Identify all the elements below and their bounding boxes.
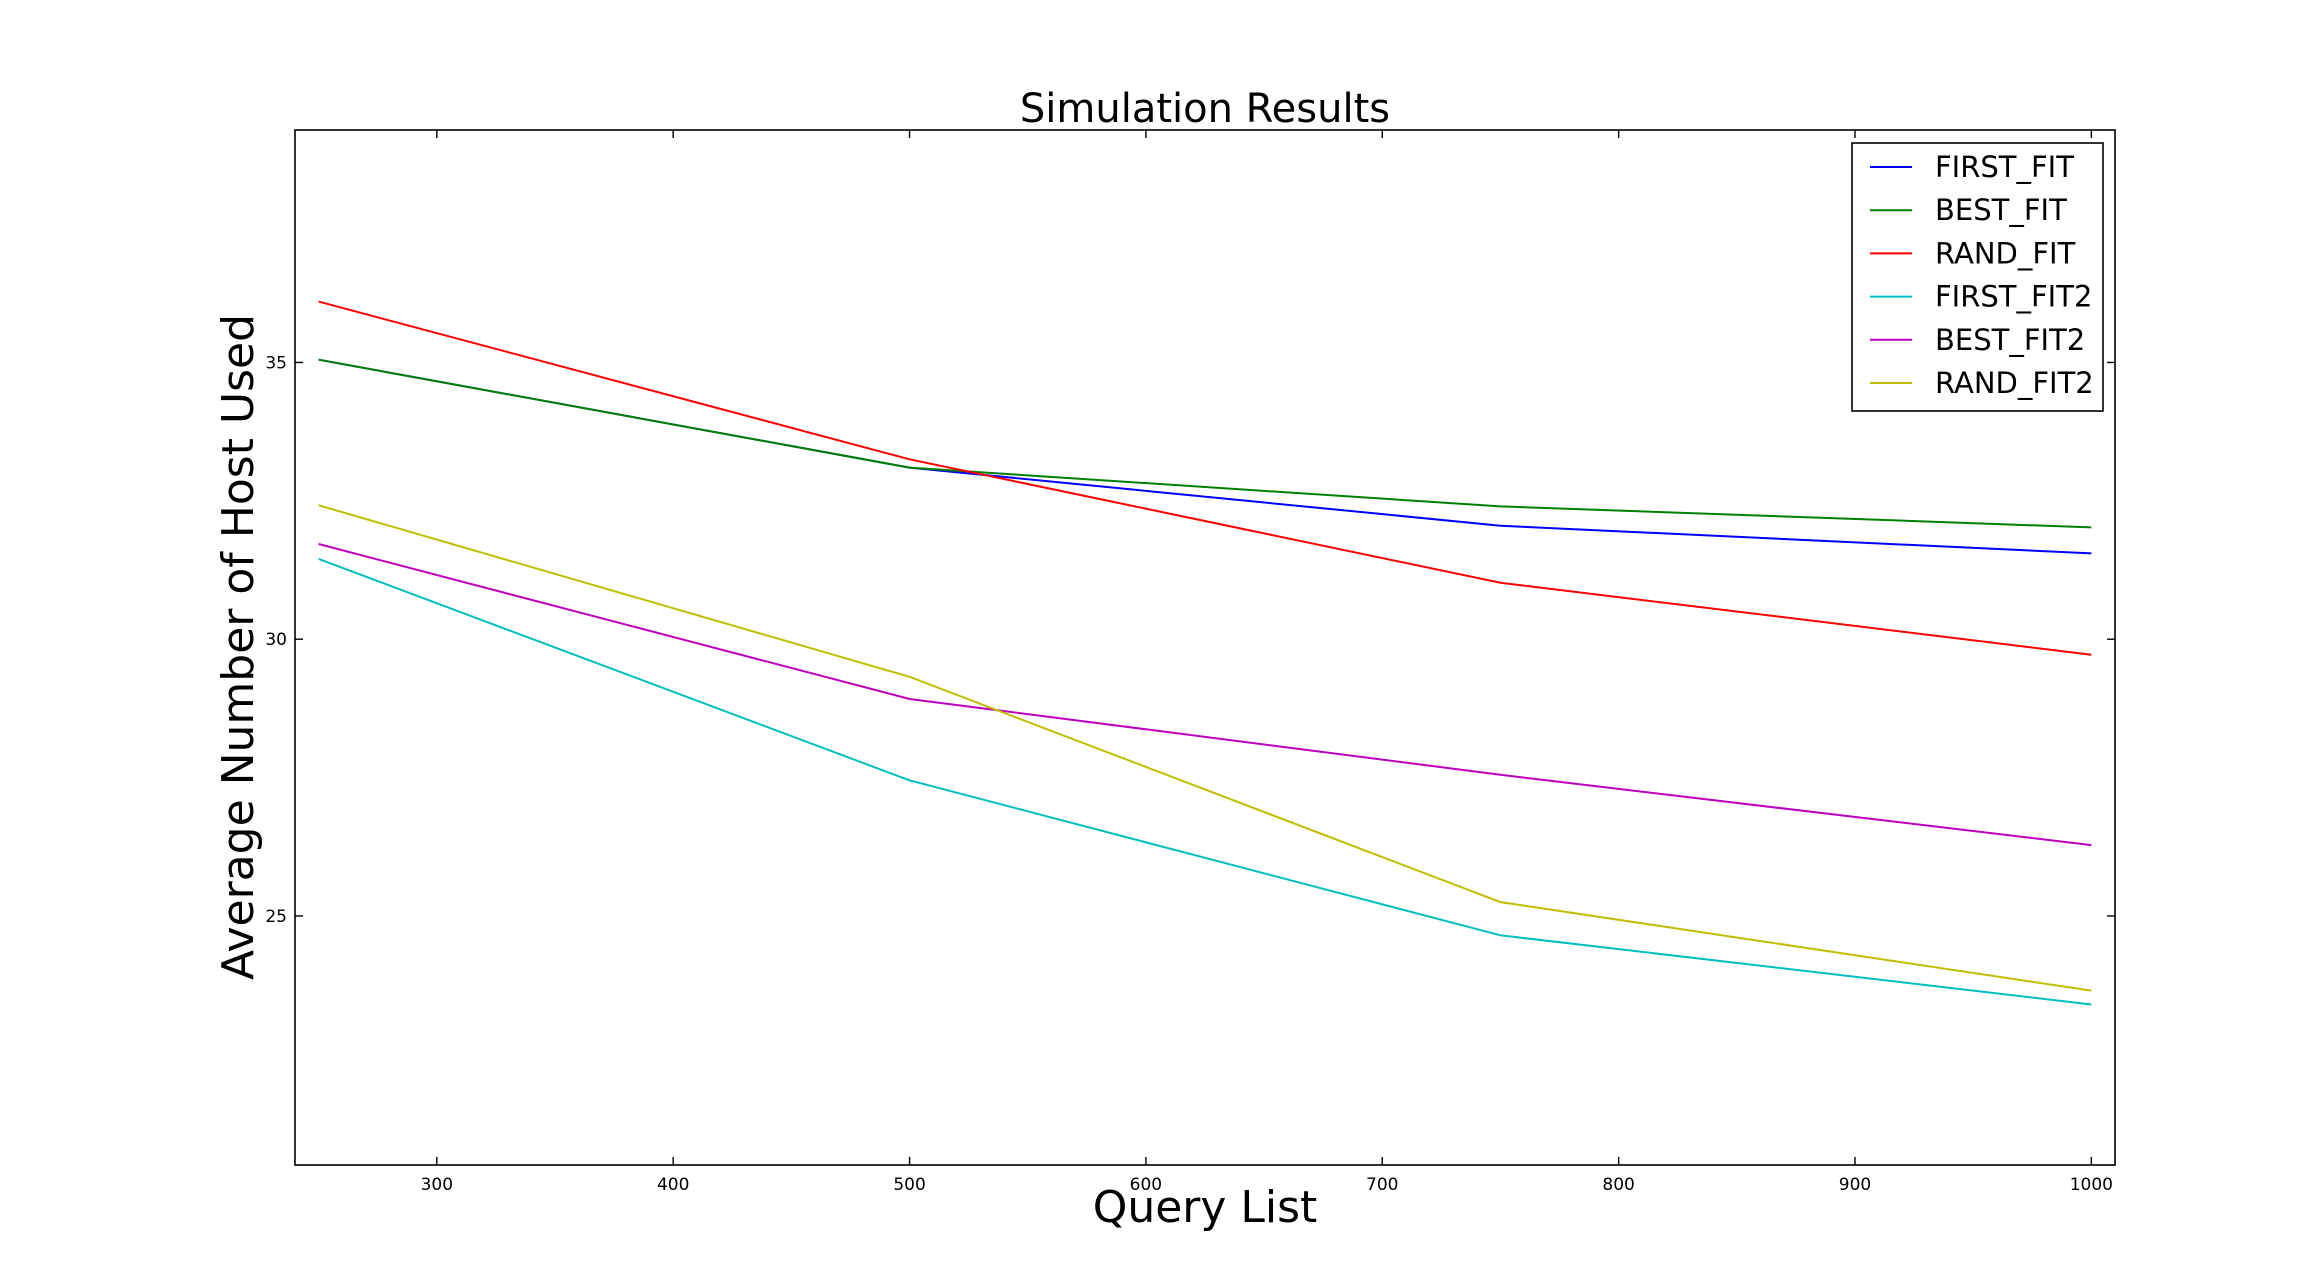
x-tick-label: 1000 xyxy=(2070,1175,2113,1195)
chart-title: Simulation Results xyxy=(1020,86,1390,132)
x-tick-label: 800 xyxy=(1602,1175,1634,1195)
y-axis-title: Average Number of Host Used xyxy=(213,314,264,980)
legend-label-first-fit2: FIRST_FIT2 xyxy=(1935,280,2092,314)
legend-label-best-fit: BEST_FIT xyxy=(1935,193,2067,227)
x-tick-label: 500 xyxy=(893,1175,925,1195)
series-layer xyxy=(318,300,2092,1006)
x-tick-label: 600 xyxy=(1130,1175,1162,1195)
plot-area xyxy=(295,130,2115,1165)
legend-box xyxy=(1851,142,2104,412)
x-tick-label: 400 xyxy=(657,1175,689,1195)
plot-frame xyxy=(294,129,2116,1166)
x-tick-label: 700 xyxy=(1366,1175,1398,1195)
x-axis-title: Query List xyxy=(1093,1182,1318,1233)
series-line-best-fit xyxy=(318,358,2092,529)
legend: FIRST_FIT BEST_FIT RAND_FIT FIRST_FIT2 BEST_… xyxy=(1851,142,2104,412)
y-tick-label: 35 xyxy=(265,353,287,373)
series-line-rand-fit xyxy=(318,300,2092,656)
tick-layer: 300 400 500 600 700 800 900 1000 25 30 35 xyxy=(265,130,2115,1195)
legend-label-first-fit: FIRST_FIT xyxy=(1935,150,2074,184)
y-tick-label: 25 xyxy=(265,907,287,927)
y-tick-label: 30 xyxy=(265,630,287,650)
legend-label-rand-fit2: RAND_FIT2 xyxy=(1935,366,2094,400)
legend-label-best-fit2: BEST_FIT2 xyxy=(1935,323,2085,357)
series-line-first-fit2 xyxy=(318,558,2092,1006)
x-tick-label: 900 xyxy=(1839,1175,1871,1195)
legend-label-rand-fit: RAND_FIT xyxy=(1935,236,2076,270)
x-tick-label: 300 xyxy=(421,1175,453,1195)
series-line-rand-fit2 xyxy=(318,504,2092,992)
series-line-best-fit2 xyxy=(318,543,2092,847)
